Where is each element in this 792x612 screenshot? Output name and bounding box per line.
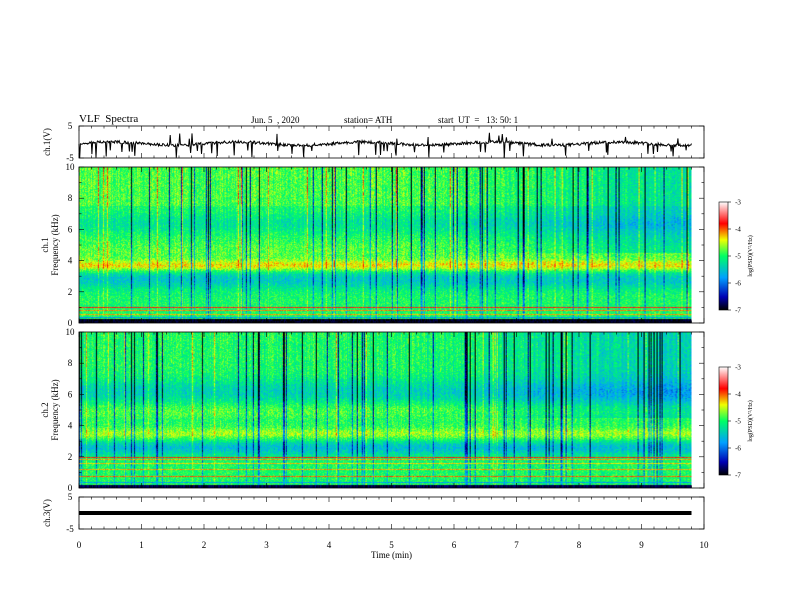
ch3-waveform-ylabel-0: ch.3(V)	[42, 499, 52, 527]
ch2-spectrogram-ytick-5: 10	[66, 327, 76, 337]
ch2-spectrogram-colorbar-tick-2: -5	[735, 418, 741, 426]
xtick-label-5: 5	[389, 540, 394, 550]
ch1-spectrogram-colorbar-tick-4: -7	[735, 307, 741, 315]
ch2-spectrogram-colorbar-tick-4: -7	[735, 472, 741, 480]
ch2-spectrogram-ylabel-1: Frequency (kHz)	[50, 379, 60, 440]
ch1-spectrogram-colorbar-tick-2: -5	[735, 253, 741, 261]
ch1-spectrogram-ytick-0: 0	[68, 318, 73, 328]
xtick-label-4: 4	[327, 540, 332, 550]
ch1-spectrogram-colorbar-label: log(PSD)(V²/Hz)	[747, 235, 754, 276]
ch1-spectrogram-image	[79, 167, 692, 323]
xtick-label-7: 7	[514, 540, 519, 550]
ch1-spectrogram-ytick-4: 8	[68, 193, 73, 203]
xtick-label-8: 8	[577, 540, 582, 550]
ch2-spectrogram-ylabel-0: ch.2	[40, 402, 50, 417]
start-time-label: start UT = 13: 50: 1	[438, 115, 519, 125]
ch2-spectrogram-ytick-4: 8	[68, 358, 73, 368]
date-label: Jun. 5 , 2020	[251, 115, 300, 125]
ch2-spectrogram-ytick-3: 6	[68, 389, 73, 399]
ch1-spectrogram-ytick-1: 2	[68, 287, 73, 297]
waveform-traces	[78, 132, 692, 515]
ch1-waveform-ytick-1: -5	[66, 153, 74, 163]
ch2-spectrogram-colorbar-label: log(PSD)(V²/Hz)	[747, 400, 754, 441]
ch1-spectrogram-ytick-3: 6	[68, 224, 73, 234]
colorbars: -3 -4 -5 -6 -7 log(PSD)(V²/Hz) -3 -4 -5 -6 -7 log(P…	[718, 199, 754, 480]
axes-frames	[78, 125, 705, 530]
ch2-spectrogram-colorbar	[718, 366, 729, 476]
figure-title: VLF Spectra	[79, 113, 139, 125]
xtick-label-2: 2	[202, 540, 207, 550]
ch3-waveform-ytick-0: 5	[68, 492, 73, 502]
ch1-spectrogram-colorbar-tick-3: -6	[735, 280, 741, 288]
xtick-label-1: 1	[139, 540, 144, 550]
ch3-waveform-ytick-1: -5	[66, 524, 74, 534]
ch1-spectrogram-ytick-2: 4	[68, 256, 73, 266]
ch2-spectrogram-ytick-1: 2	[68, 452, 73, 462]
xtick-label-6: 6	[452, 540, 457, 550]
ch1-waveform-ylabel-0: ch.1(V)	[42, 128, 52, 156]
ch2-spectrogram-colorbar-tick-1: -4	[735, 391, 741, 399]
ch1-spectrogram-ylabel-1: Frequency (kHz)	[50, 214, 60, 275]
x-axis-label: Time (min)	[371, 550, 412, 560]
ch1-spectrogram-colorbar-tick-0: -3	[735, 199, 741, 207]
ch2-spectrogram-image	[79, 332, 692, 488]
ch2-spectrogram-ytick-2: 4	[68, 421, 73, 431]
xtick-label-3: 3	[264, 540, 269, 550]
xtick-label-9: 9	[639, 540, 644, 550]
xtick-label-10: 10	[700, 540, 710, 550]
ch1-spectrogram-colorbar	[718, 201, 729, 311]
xtick-label-0: 0	[77, 540, 82, 550]
ch2-spectrogram-colorbar-tick-3: -6	[735, 445, 741, 453]
ch1-waveform-ytick-0: 5	[68, 121, 73, 131]
ch1-spectrogram-colorbar-tick-1: -4	[735, 226, 741, 234]
ch1-spectrogram-panel	[79, 167, 692, 323]
station-label: station= ATH	[344, 115, 393, 125]
ch2-spectrogram-ytick-0: 0	[68, 483, 73, 493]
ch1-spectrogram-ytick-5: 10	[66, 162, 76, 172]
ch2-spectrogram-colorbar-tick-0: -3	[735, 364, 741, 372]
ch2-spectrogram-panel	[79, 332, 692, 488]
ch1-waveform-trace	[78, 132, 692, 158]
ch1-spectrogram-ylabel-0: ch.1	[40, 237, 50, 252]
